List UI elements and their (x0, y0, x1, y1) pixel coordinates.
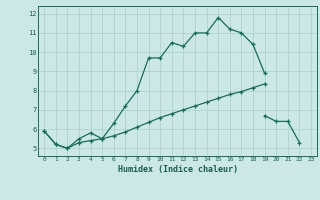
X-axis label: Humidex (Indice chaleur): Humidex (Indice chaleur) (118, 165, 238, 174)
